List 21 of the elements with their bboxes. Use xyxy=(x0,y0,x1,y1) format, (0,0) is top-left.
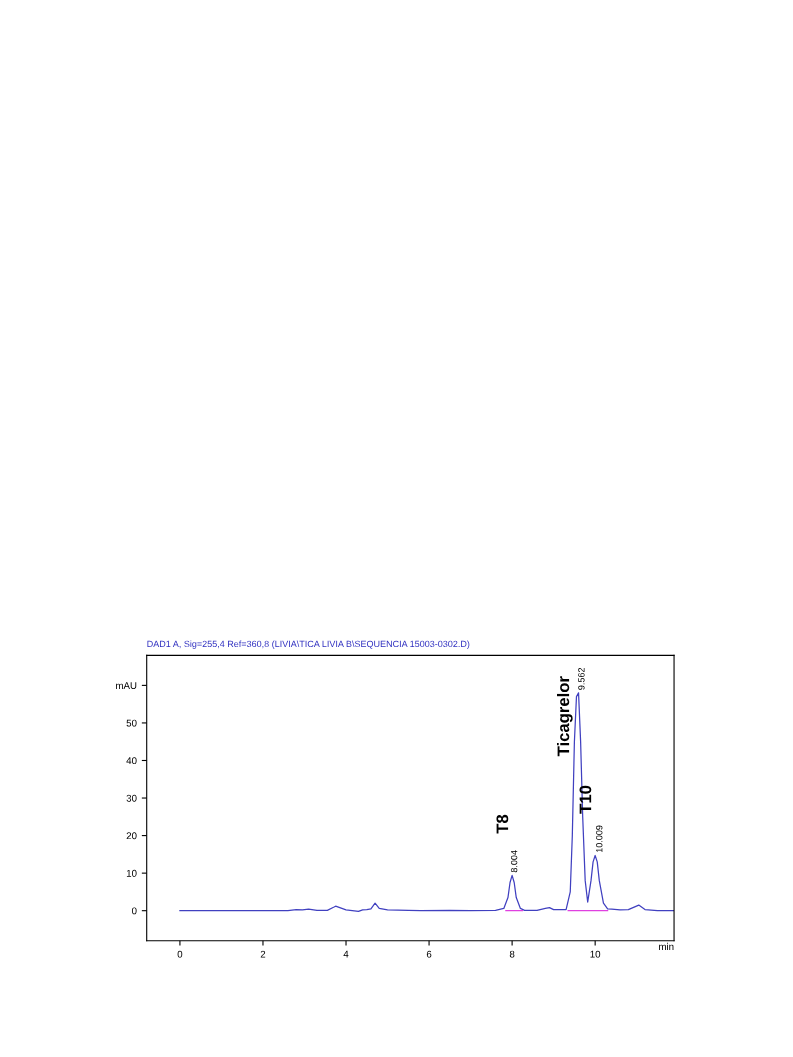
annotation: Ticagrelor xyxy=(557,676,573,757)
x-tick-label: 4 xyxy=(343,950,349,958)
y-tick-label: 50 xyxy=(126,719,137,727)
x-tick-label: 2 xyxy=(260,950,266,958)
x-tick-label: 0 xyxy=(177,950,183,958)
annotation: 8.004 xyxy=(510,850,518,873)
y-tick-label: 10 xyxy=(126,869,137,877)
y-tick-label: 20 xyxy=(126,832,137,840)
annotation: T10 xyxy=(579,785,592,814)
x-axis-title: min xyxy=(659,942,674,950)
chart-title: DAD1 A, Sig=255,4 Ref=360,8 (LIVIA\TICA LIVIA B\SEQUENCIA 15003-0302.D) xyxy=(147,640,470,649)
annotation: T8 xyxy=(496,814,509,834)
annotation: 9.562 xyxy=(578,667,585,690)
y-tick-label: 40 xyxy=(126,757,137,765)
x-tick-label: 6 xyxy=(426,950,432,958)
annotation: 10.009 xyxy=(596,825,603,853)
y-tick-label: mAU xyxy=(116,682,137,689)
y-tick-label: 30 xyxy=(126,794,137,802)
x-tick-label: 10 xyxy=(590,950,601,958)
x-tick-label: 8 xyxy=(509,950,515,958)
y-tick-label: 0 xyxy=(131,907,137,915)
